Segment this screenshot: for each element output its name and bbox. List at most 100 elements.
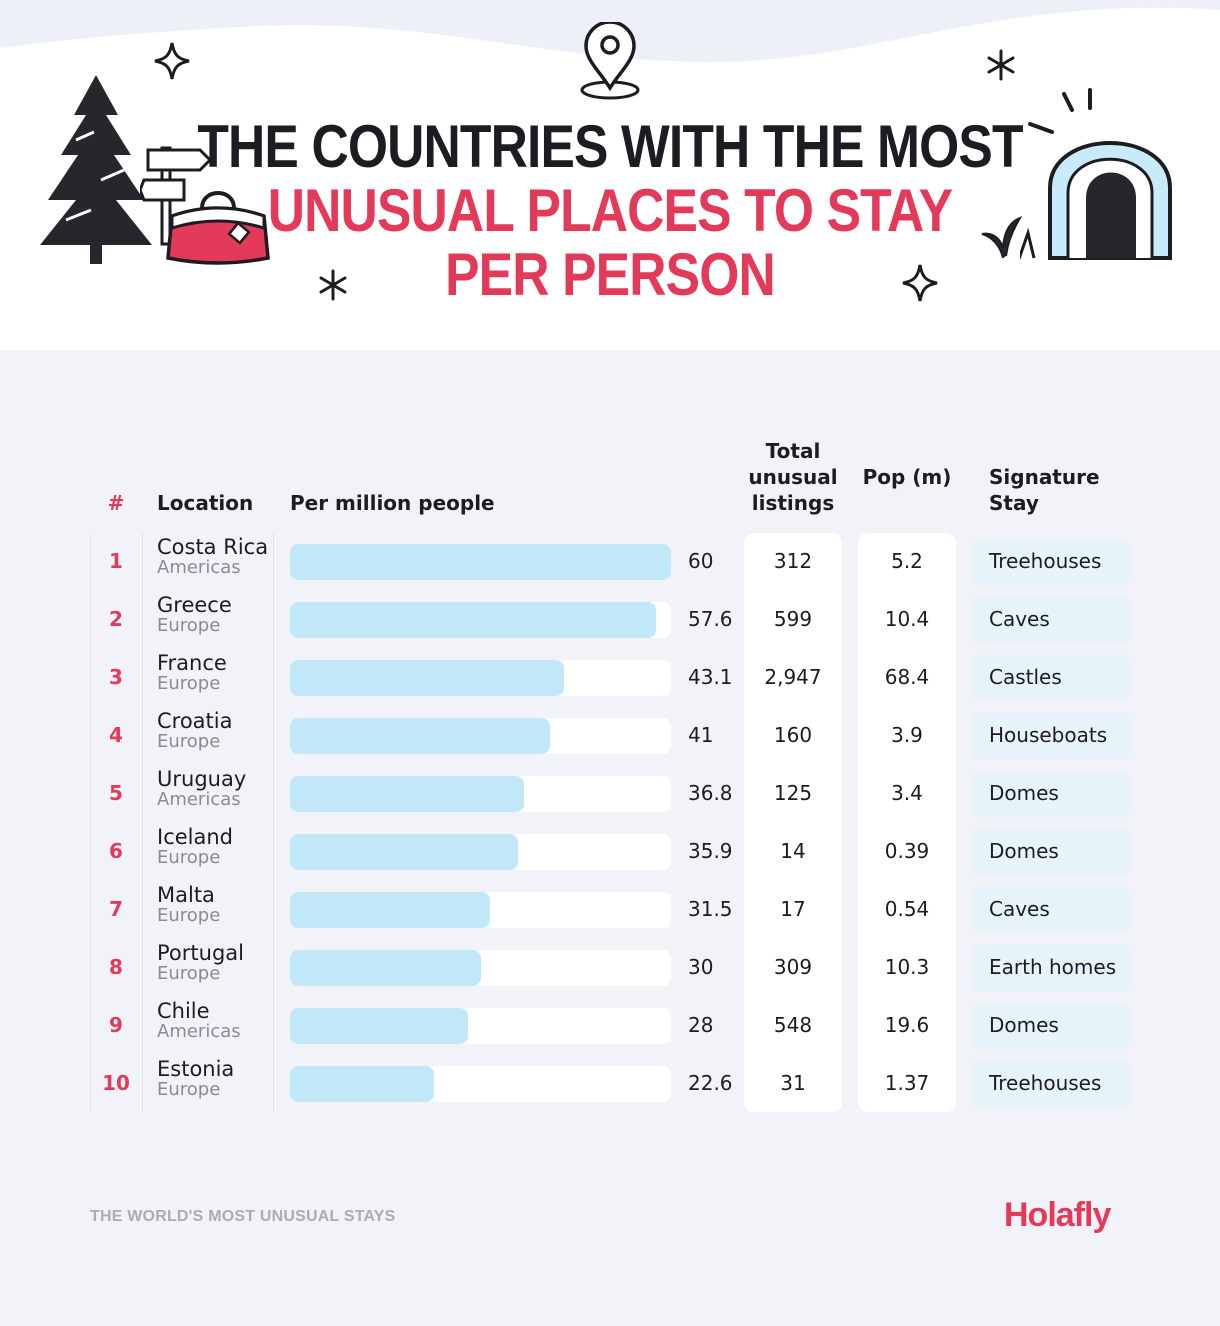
country-name: Estonia xyxy=(157,1057,235,1081)
total-listings-value: 31 xyxy=(780,1071,806,1095)
bar-track xyxy=(290,834,671,870)
title-line-1: THE COUNTRIES WITH THE MOST xyxy=(197,113,1023,180)
table-row: 2 Greece Europe 57.6 599 10.4 Caves xyxy=(0,591,1220,649)
population-value: 10.3 xyxy=(884,955,930,979)
col-header-per-million: Per million people xyxy=(290,491,495,515)
country-name: Croatia xyxy=(157,709,233,733)
total-listings-value: 14 xyxy=(780,839,806,863)
total-listings-value: 17 xyxy=(780,897,806,921)
total-listings-value: 312 xyxy=(773,549,813,573)
total-listings-value: 125 xyxy=(773,781,813,805)
asterisk-icon xyxy=(319,269,347,301)
col-header-location: Location xyxy=(157,491,254,515)
country-region: Europe xyxy=(157,615,221,636)
population-value: 0.39 xyxy=(884,839,930,863)
bar-track xyxy=(290,950,671,986)
bar-track xyxy=(290,544,671,580)
signature-stay: Earth homes xyxy=(972,945,1130,991)
country-region: Europe xyxy=(157,847,221,868)
col-header-signature: Signature Stay xyxy=(989,465,1100,515)
bar xyxy=(290,834,518,870)
total-listings-value: 599 xyxy=(773,607,813,631)
table-row: 8 Portugal Europe 30 309 10.3 Earth homes xyxy=(0,939,1220,997)
per-million-value: 30 xyxy=(688,955,714,979)
bar-track xyxy=(290,1008,671,1044)
total-listings-value: 548 xyxy=(773,1013,813,1037)
table-row: 4 Croatia Europe 41 160 3.9 Houseboats xyxy=(0,707,1220,765)
country-name: France xyxy=(157,651,227,675)
rank-number: 7 xyxy=(109,897,123,921)
signature-stay: Caves xyxy=(972,887,1130,933)
rank-number: 5 xyxy=(109,781,123,805)
per-million-value: 35.9 xyxy=(688,839,733,863)
signature-stay: Treehouses xyxy=(972,539,1130,585)
signature-stay: Domes xyxy=(972,771,1130,817)
column-divider xyxy=(142,533,143,1112)
per-million-value: 28 xyxy=(688,1013,714,1037)
signature-stay: Caves xyxy=(972,597,1130,643)
table-row: 9 Chile Americas 28 548 19.6 Domes xyxy=(0,997,1220,1055)
signature-stay: Domes xyxy=(972,829,1130,875)
country-region: Americas xyxy=(157,557,241,578)
population-value: 1.37 xyxy=(884,1071,930,1095)
population-value: 68.4 xyxy=(884,665,930,689)
bar xyxy=(290,1066,434,1102)
bar-track xyxy=(290,1066,671,1102)
rank-number: 9 xyxy=(109,1013,123,1037)
country-region: Europe xyxy=(157,731,221,752)
per-million-value: 36.8 xyxy=(688,781,733,805)
country-name: Greece xyxy=(157,593,232,617)
per-million-value: 31.5 xyxy=(688,897,733,921)
sparkle-icon xyxy=(154,42,190,80)
per-million-value: 57.6 xyxy=(688,607,733,631)
bar xyxy=(290,892,490,928)
total-listings-value: 160 xyxy=(773,723,813,747)
bar xyxy=(290,950,481,986)
pine-tree-icon xyxy=(40,75,152,264)
population-value: 19.6 xyxy=(884,1013,930,1037)
rank-number: 3 xyxy=(109,665,123,689)
rank-number: 10 xyxy=(102,1071,130,1095)
per-million-value: 60 xyxy=(688,549,714,573)
country-region: Americas xyxy=(157,789,241,810)
country-region: Europe xyxy=(157,963,221,984)
country-region: Europe xyxy=(157,1079,221,1100)
bar-track xyxy=(290,776,671,812)
bar xyxy=(290,776,524,812)
bar-track xyxy=(290,718,671,754)
col-header-pop: Pop (m) xyxy=(862,465,952,489)
population-value: 0.54 xyxy=(884,897,930,921)
title-line-3: PER PERSON xyxy=(445,241,776,308)
pop-column-background xyxy=(858,533,956,1112)
col-header-rank: # xyxy=(107,491,125,515)
country-region: Europe xyxy=(157,673,221,694)
table-row: 7 Malta Europe 31.5 17 0.54 Caves xyxy=(0,881,1220,939)
signpost-icon xyxy=(140,146,213,246)
population-value: 5.2 xyxy=(891,549,923,573)
population-value: 3.9 xyxy=(891,723,923,747)
population-value: 10.4 xyxy=(884,607,930,631)
table-row: 5 Uruguay Americas 36.8 125 3.4 Domes xyxy=(0,765,1220,823)
rank-number: 1 xyxy=(109,549,123,573)
rank-number: 2 xyxy=(109,607,123,631)
country-region: Europe xyxy=(157,905,221,926)
country-name: Chile xyxy=(157,999,210,1023)
table-row: 1 Costa Rica Americas 60 312 5.2 Treehouses xyxy=(0,533,1220,591)
table-row: 6 Iceland Europe 35.9 14 0.39 Domes xyxy=(0,823,1220,881)
plant-icon xyxy=(981,215,1023,259)
bar xyxy=(290,602,656,638)
signature-stay: Castles xyxy=(972,655,1130,701)
igloo-icon xyxy=(1020,88,1172,260)
sparkle-icon xyxy=(902,264,938,302)
total-listings-value: 309 xyxy=(773,955,813,979)
footer-caption: THE WORLD'S MOST UNUSUAL STAYS xyxy=(90,1208,396,1225)
population-value: 3.4 xyxy=(891,781,923,805)
rank-number: 8 xyxy=(109,955,123,979)
asterisk-icon xyxy=(987,49,1015,81)
travel-bag-icon xyxy=(166,191,270,265)
col-header-total: Total unusual listings xyxy=(748,439,838,515)
country-name: Iceland xyxy=(157,825,234,849)
bar xyxy=(290,660,564,696)
rank-number: 4 xyxy=(109,723,123,747)
location-pin-icon xyxy=(580,22,640,100)
